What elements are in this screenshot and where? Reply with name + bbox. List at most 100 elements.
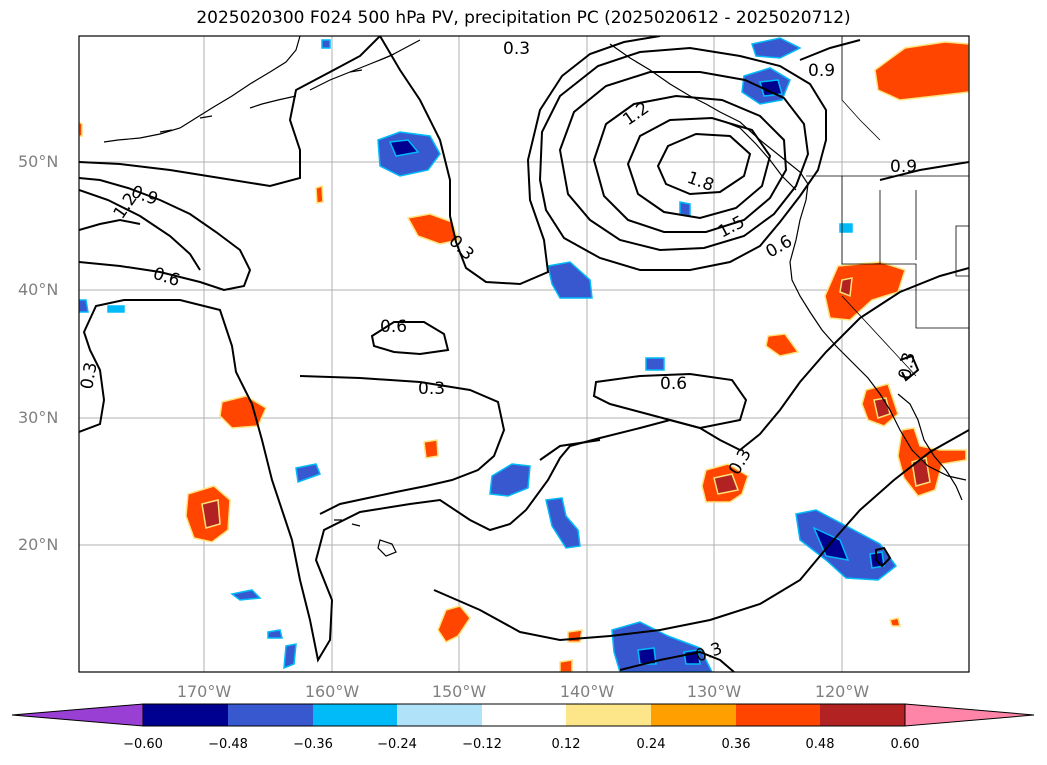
precip-patch [839,223,853,233]
colorbar-tick-label: −0.36 [293,737,333,752]
lon-label: 140°W [559,682,615,701]
contour-0-3-sub [539,439,735,672]
colorbar-tick-label: −0.12 [462,737,502,752]
precip-patch [547,261,593,299]
coastline-alaska [103,36,301,143]
lon-label: 170°W [176,682,232,701]
precip-patch [423,439,439,459]
colorbar-extend-high [904,703,1035,727]
precip-patch [315,184,324,204]
contour-0-3-north [79,36,381,188]
colorbar-segment [566,704,651,726]
precip-patch [759,79,783,97]
coastline-vancouver [719,119,797,191]
contour-label: 0.9 [808,61,835,81]
colorbar-tick-label: −0.48 [208,737,248,752]
colorbar-segment [143,704,228,726]
colorbar-segment [313,704,397,726]
contour-label: 0.3 [77,361,101,391]
colorbar-tick-label: −0.24 [377,737,417,752]
coastline-baja [897,393,963,501]
precip-patch [79,121,83,137]
precip-patch [295,463,321,484]
contour-0-6-sw [79,177,252,292]
contour-0-9-ne [799,39,861,61]
colorbar-segment [228,704,313,726]
colorbar-segment [820,704,905,726]
precip-patch [751,37,802,59]
precip-patch [679,201,691,217]
contour-label: 0.6 [660,374,687,394]
colorbar-tick-label: 0.24 [636,737,666,752]
lon-label: 120°W [814,682,870,701]
colorbar-extend-low [11,703,144,727]
colorbar-segment [736,704,820,726]
colorbar-tick-label: 0.48 [805,737,835,752]
precip-positive-areas [79,41,969,672]
colorbar-tick-label: 0.60 [890,737,920,752]
borders [806,36,969,377]
contour-0-6-low [433,429,969,642]
lon-label: 130°W [686,682,742,701]
contour-1-2-west [79,218,141,231]
precip-patch [637,647,657,665]
precip-patch [388,139,420,157]
colorbar-tick-label: 0.36 [721,737,751,752]
lon-label: 160°W [304,682,360,701]
contour-0-9-west [79,189,201,271]
contour-1-8 [656,132,752,196]
contour-0-6-east [592,372,748,430]
colorbar-tick-label: −0.60 [123,737,163,752]
contour-0-6-bubble [370,321,450,356]
contour-1-5 [626,116,772,220]
contour-0-3-mid [379,36,661,286]
colorbar-tick-label: 0.12 [551,737,581,752]
precip-patch [645,357,665,371]
precip-patch [406,213,459,245]
precip-patch [874,41,969,101]
map-frame [78,35,970,673]
contour-label: 0.6 [380,317,407,337]
precip-patch [559,659,573,672]
lat-label: 40°N [18,280,59,299]
contour-label: 0.3 [895,351,919,381]
map-title: 2025020300 F024 500 hPa PV, precipitatio… [196,8,851,28]
contour-label: 0.9 [890,157,917,177]
precip-patch [824,261,906,321]
lat-label: 30°N [18,408,59,427]
colorbar-frame [142,703,906,727]
hawaii-islands [334,519,397,557]
precip-patch [321,39,331,49]
contour-0-3-east-small [899,354,920,382]
coastlines [103,36,967,557]
precip-patch [437,605,471,643]
lat-label: 20°N [18,535,59,554]
colorbar-segment [482,704,566,726]
precip-patch [545,497,581,549]
precip-patch [201,499,221,529]
precip-patch [267,629,283,639]
precip-patch [230,589,262,601]
contour-0-3-main [79,267,969,663]
precip-patch [713,473,740,495]
lat-label: 50°N [18,152,59,171]
precip-patch [567,629,583,643]
precip-patch [889,617,901,627]
precip-patch [107,305,125,313]
colorbar-segment [397,704,482,726]
contour-0-3-lower [299,375,506,515]
precip-patch [911,457,931,487]
precip-patch [489,463,531,497]
map-background [79,36,969,672]
contour-label: 0.3 [418,379,445,399]
pv-contours [79,36,969,672]
coastline-west-us [789,199,967,481]
contour-0-9-east [879,161,969,181]
contour-0-9 [558,71,810,252]
colorbar-segment [651,704,736,726]
contour-0-3-south [875,546,892,568]
precip-patch [79,299,89,313]
lon-label: 150°W [431,682,487,701]
coastline-alaska-south [309,39,421,91]
